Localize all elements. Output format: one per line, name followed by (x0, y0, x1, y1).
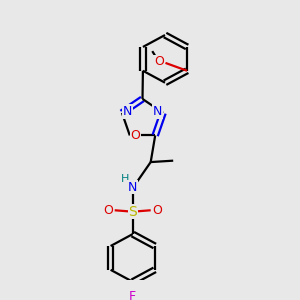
Text: O: O (152, 204, 162, 217)
Text: O: O (130, 129, 140, 142)
Text: F: F (129, 290, 136, 300)
Text: S: S (128, 205, 137, 219)
Text: O: O (103, 204, 113, 217)
Text: H: H (121, 174, 129, 184)
Text: N: N (153, 105, 162, 118)
Text: N: N (123, 105, 132, 118)
Text: N: N (128, 181, 137, 194)
Text: O: O (154, 55, 164, 68)
